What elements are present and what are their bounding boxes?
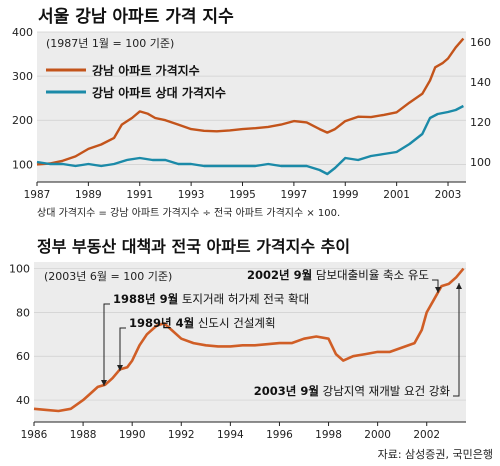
top-chart-title: 서울 강남 아파트 가격 지수 <box>38 7 234 27</box>
annotation-date: 2003년 9월 <box>254 384 319 398</box>
top-y-tick-right: 140 <box>470 76 491 89</box>
bottom-y-tick: 80 <box>16 306 30 319</box>
bottom-x-tick-label: 1988 <box>70 429 97 441</box>
annotation-date: 2002년 9월 <box>247 268 312 282</box>
top-x-tick-label: 1991 <box>126 189 153 201</box>
series-line-national-index <box>33 267 465 413</box>
bottom-x-tick-label: 1992 <box>168 429 195 441</box>
source-note: 자료: 삼성증권, 국민은행 <box>378 448 493 461</box>
top-chart-x-axis: 1987 1989 1991 1993 1995 1997 1999 2001 2003 <box>24 182 462 201</box>
top-chart-note: 상대 가격지수 = 강남 아파트 가격지수 ÷ 전국 아파트 가격지수 × 10… <box>37 206 340 219</box>
top-x-tick-label: 1997 <box>281 189 308 201</box>
top-x-tick-label: 1987 <box>24 189 51 201</box>
top-x-tick-label: 1999 <box>332 189 359 201</box>
bottom-chart-title: 정부 부동산 대책과 전국 아파트 가격지수 추이 <box>37 237 350 256</box>
annotation-label: 2003년 9월 강남지역 재개발 요건 강화 <box>254 384 451 398</box>
annotation-arrowhead <box>101 380 107 386</box>
top-y-tick-left: 300 <box>12 70 33 83</box>
annotation-text: 담보대출비율 축소 유도 <box>312 268 429 282</box>
series-line-gangnam-index <box>36 37 465 166</box>
bottom-x-tick-label: 2000 <box>364 429 391 441</box>
bottom-chart-grid <box>34 268 466 423</box>
bottom-y-tick: 60 <box>16 350 30 363</box>
annotation-arrowhead <box>456 283 462 289</box>
top-x-tick-label: 2001 <box>383 189 410 201</box>
annotation-arrowhead <box>117 365 123 371</box>
series-line-gangnam-relative-index <box>36 104 464 176</box>
top-y-tick-left: 200 <box>12 114 33 127</box>
annotation-label: 1989년 4월 신도시 건설계획 <box>129 316 276 330</box>
top-y-tick-right: 160 <box>470 36 491 49</box>
top-y-tick-left: 400 <box>12 26 33 39</box>
bottom-chart-subtitle: (2003년 6월 = 100 기준) <box>44 270 172 283</box>
bottom-chart-panel <box>34 262 466 422</box>
top-chart-subtitle: (1987년 1월 = 100 기준) <box>46 37 174 50</box>
top-x-tick-label: 1995 <box>229 189 256 201</box>
top-chart-y-axis-right: 100 120 140 160 <box>470 36 491 169</box>
top-y-tick-left: 100 <box>12 158 33 171</box>
top-chart-series <box>36 37 465 176</box>
top-chart-y-axis-left: 100 200 300 400 <box>12 26 33 171</box>
bottom-y-tick: 40 <box>16 394 30 407</box>
bottom-chart-x-axis: 1986 1988 1990 1992 1994 1996 1998 2000 2002 <box>21 422 440 441</box>
legend-label-line1: 강남 아파트 가격지수 <box>92 63 200 78</box>
bottom-x-tick-label: 1994 <box>217 429 244 441</box>
annotation-leader-line <box>453 283 460 397</box>
annotation-label: 2002년 9월 담보대출비율 축소 유도 <box>247 268 429 282</box>
top-chart-panel <box>37 32 466 182</box>
top-y-tick-right: 100 <box>470 156 491 169</box>
bottom-chart-y-axis: 40 60 80 100 <box>9 263 30 408</box>
top-x-tick-label: 1993 <box>178 189 205 201</box>
bottom-chart-series <box>33 267 465 413</box>
bottom-x-tick-label: 1996 <box>266 429 293 441</box>
annotation-leader-line <box>103 303 110 386</box>
annotation-date: 1988년 9월 <box>113 292 178 306</box>
bottom-x-tick-label: 1990 <box>119 429 146 441</box>
top-x-tick-label: 1989 <box>75 189 102 201</box>
annotation-text: 토지거래 허가제 전국 확대 <box>178 292 309 306</box>
top-y-tick-right: 120 <box>470 116 491 129</box>
annotation-text: 신도시 건설계획 <box>194 316 275 330</box>
annotation-date: 1989년 4월 <box>129 316 194 330</box>
bottom-x-tick-label: 1998 <box>315 429 342 441</box>
annotation-leader-line <box>119 327 126 371</box>
bottom-y-tick: 100 <box>9 263 30 276</box>
legend-label-line2: 강남 아파트 상대 가격지수 <box>92 85 226 100</box>
annotation-label: 1988년 9월 토지거래 허가제 전국 확대 <box>113 292 309 306</box>
top-x-tick-label: 2003 <box>435 189 462 201</box>
annotation-text: 강남지역 재개발 요건 강화 <box>319 384 450 398</box>
annotation-arrowhead <box>435 287 441 293</box>
bottom-x-tick-label: 1986 <box>21 429 48 441</box>
bottom-x-tick-label: 2002 <box>413 429 440 441</box>
top-chart-legend: 강남 아파트 가격지수 강남 아파트 상대 가격지수 <box>46 63 226 100</box>
